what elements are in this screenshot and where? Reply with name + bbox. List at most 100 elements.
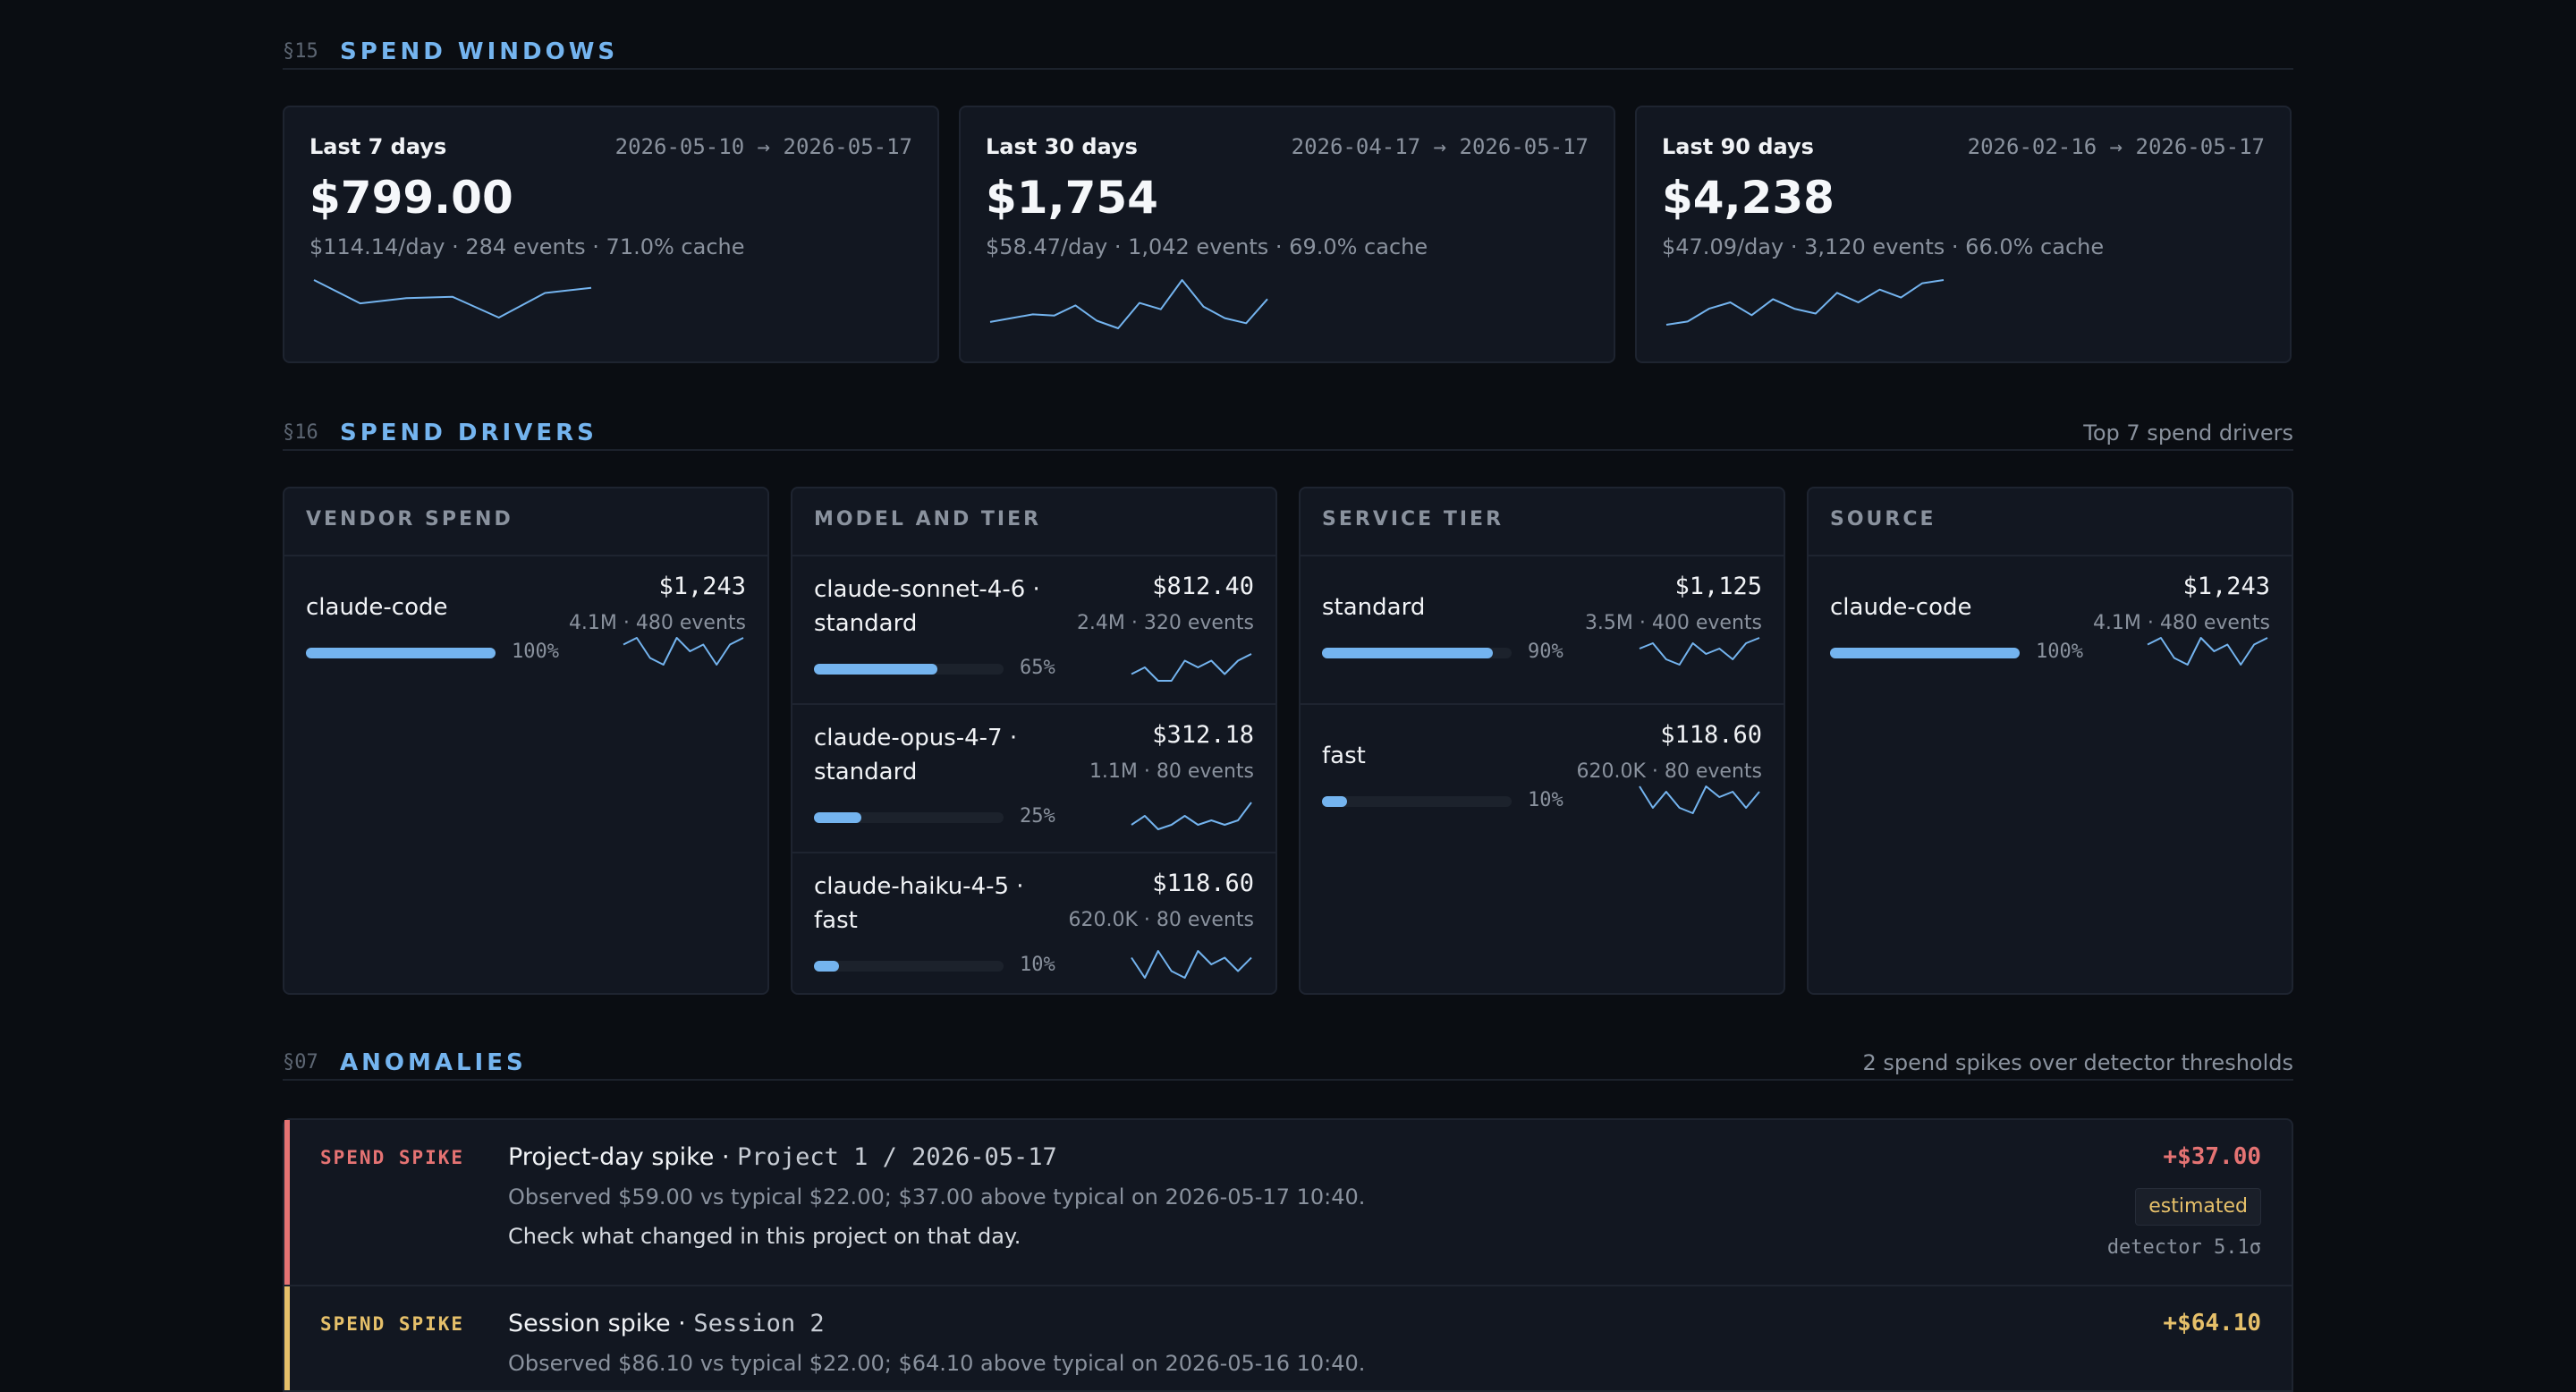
spend-window-card-90d[interactable]: Last 90 days 2026-02-16 → 2026-05-17 $4,…	[1635, 106, 2292, 363]
anomaly-title: Project-day spike · Project 1 / 2026-05-…	[508, 1143, 1057, 1171]
share-percent: 10%	[1020, 954, 1055, 976]
driver-card-title: SERVICE TIER	[1322, 508, 1504, 530]
share-bar	[814, 812, 1004, 823]
section-header-spend-drivers: §16 SPEND DRIVERS Top 7 spend drivers	[283, 417, 2293, 451]
window-meta: $58.47/day · 1,042 events · 69.0% cache	[986, 234, 1428, 259]
sparkline-path	[2147, 637, 2268, 666]
section-note: Top 7 spend drivers	[2083, 420, 2293, 446]
driver-card-header: SOURCE	[1809, 488, 2292, 556]
sparkline-path	[313, 279, 592, 318]
anomaly-title-text: Session spike	[508, 1310, 671, 1337]
driver-row[interactable]: fast $118.60 620.0K · 80 events 10%	[1301, 705, 1784, 852]
anomaly-row[interactable]: SPEND SPIKE Project-day spike · Project …	[283, 1118, 2293, 1286]
driver-volume: 4.1M · 480 events	[568, 612, 746, 634]
driver-name: claude-code	[1830, 594, 1972, 621]
driver-volume: 2.4M · 320 events	[1076, 612, 1254, 634]
share-bar	[306, 648, 496, 658]
section-number: §07	[283, 1051, 318, 1074]
driver-row[interactable]: standard $1,125 3.5M · 400 events 90%	[1301, 556, 1784, 705]
driver-name: claude-code	[306, 594, 448, 621]
driver-sparkline	[1639, 637, 1760, 666]
driver-row[interactable]: claude-sonnet-4-6 · standard $812.40 2.4M …	[792, 556, 1275, 705]
anomaly-delta: +$37.00	[2163, 1143, 2261, 1170]
share-percent: 10%	[1528, 789, 1563, 811]
driver-amount: $312.18	[1152, 721, 1254, 749]
sparkline-path	[1639, 637, 1760, 666]
driver-name: claude-opus-4-7 · standard	[814, 725, 1018, 785]
share-bar	[1322, 648, 1512, 658]
share-percent: 100%	[512, 641, 559, 663]
sparkline-path	[623, 637, 744, 666]
driver-volume: 3.5M · 400 events	[1584, 612, 1762, 634]
driver-card-header: VENDOR SPEND	[284, 488, 767, 556]
section-number: §16	[283, 421, 318, 444]
anomaly-delta: +$64.10	[2163, 1310, 2261, 1337]
driver-sparkline	[2147, 637, 2268, 666]
driver-row[interactable]: claude-code $1,243 4.1M · 480 events 100%	[1809, 556, 2292, 703]
anomaly-title: Session spike · Session 2	[508, 1310, 825, 1337]
spend-window-card-30d[interactable]: Last 30 days 2026-04-17 → 2026-05-17 $1,…	[959, 106, 1615, 363]
driver-volume: 4.1M · 480 events	[2092, 612, 2270, 634]
anomaly-tag: SPEND SPIKE	[320, 1313, 465, 1335]
driver-row[interactable]: claude-opus-4-7 · standard $312.18 1.1M · …	[792, 705, 1275, 853]
section-header-anomalies: §07 ANOMALIES 2 spend spikes over detect…	[283, 1047, 2293, 1081]
driver-volume: 1.1M · 80 events	[1089, 760, 1254, 783]
driver-card-header: MODEL AND TIER	[792, 488, 1275, 556]
share-bar-fill	[1830, 648, 2020, 658]
share-bar-fill	[814, 664, 937, 675]
share-bar-fill	[306, 648, 496, 658]
share-bar-fill	[814, 961, 839, 972]
driver-amount: $118.60	[1152, 870, 1254, 897]
driver-row[interactable]: claude-haiku-4-5 · fast $118.60 620.0K · 8…	[792, 853, 1275, 993]
sparkline-path	[1665, 279, 1945, 326]
sparkline-path	[989, 279, 1268, 329]
window-date-range: 2026-05-10 → 2026-05-17	[614, 134, 912, 159]
driver-card-source: SOURCE claude-code $1,243 4.1M · 480 events…	[1807, 487, 2293, 995]
window-amount: $799.00	[309, 172, 513, 224]
driver-amount: $118.60	[1660, 721, 1762, 749]
section-header-spend-windows: §15 SPEND WINDOWS	[283, 36, 2293, 70]
driver-name: standard	[1322, 594, 1426, 621]
share-bar	[1830, 648, 2020, 658]
detector-score: detector 5.1σ	[2106, 1236, 2261, 1259]
section-title: ANOMALIES	[340, 1049, 527, 1076]
share-percent: 65%	[1020, 657, 1055, 679]
sparkline-path	[1131, 950, 1252, 979]
share-bar-fill	[814, 812, 861, 823]
window-meta: $47.09/day · 3,120 events · 66.0% cache	[1662, 234, 2105, 259]
share-bar	[814, 961, 1004, 972]
section-title: SPEND DRIVERS	[340, 420, 597, 446]
driver-card-title: MODEL AND TIER	[814, 508, 1042, 530]
driver-card-title: SOURCE	[1830, 508, 1936, 530]
share-percent: 90%	[1528, 641, 1563, 663]
anomaly-description: Observed $59.00 vs typical $22.00; $37.0…	[508, 1184, 1366, 1210]
driver-name: claude-sonnet-4-6 · standard	[814, 576, 1040, 637]
driver-card-vendor-spend: VENDOR SPEND claude-code $1,243 4.1M · 480 …	[283, 487, 769, 995]
estimated-badge: estimated	[2135, 1188, 2261, 1226]
window-amount: $4,238	[1662, 172, 1835, 224]
driver-row[interactable]: claude-code $1,243 4.1M · 480 events 100%	[284, 556, 767, 703]
driver-amount: $1,125	[1674, 573, 1762, 600]
share-bar-fill	[1322, 648, 1493, 658]
window-meta: $114.14/day · 284 events · 71.0% cache	[309, 234, 745, 259]
anomaly-action: Check what changed in this project on th…	[508, 1224, 1021, 1249]
driver-amount: $1,243	[2182, 573, 2270, 600]
anomaly-row[interactable]: SPEND SPIKE Session spike · Session 2 Ob…	[283, 1285, 2293, 1392]
driver-amount: $812.40	[1152, 573, 1254, 600]
anomaly-title-text: Project-day spike	[508, 1143, 715, 1171]
severity-stripe	[284, 1120, 290, 1285]
driver-sparkline	[1131, 950, 1252, 979]
driver-name: fast	[1322, 743, 1366, 769]
share-bar-fill	[1322, 796, 1347, 807]
window-label: Last 90 days	[1662, 134, 1814, 159]
spend-window-card-7d[interactable]: Last 7 days 2026-05-10 → 2026-05-17 $799…	[283, 106, 939, 363]
share-percent: 100%	[2036, 641, 2083, 663]
window-sparkline	[989, 279, 1268, 329]
driver-sparkline	[1131, 802, 1252, 830]
driver-sparkline	[1131, 653, 1252, 682]
driver-sparkline	[623, 637, 744, 666]
share-bar	[814, 664, 1004, 675]
driver-card-model-and-tier: MODEL AND TIER claude-sonnet-4-6 · standa…	[791, 487, 1277, 995]
window-label: Last 30 days	[986, 134, 1138, 159]
driver-sparkline	[1639, 785, 1760, 814]
